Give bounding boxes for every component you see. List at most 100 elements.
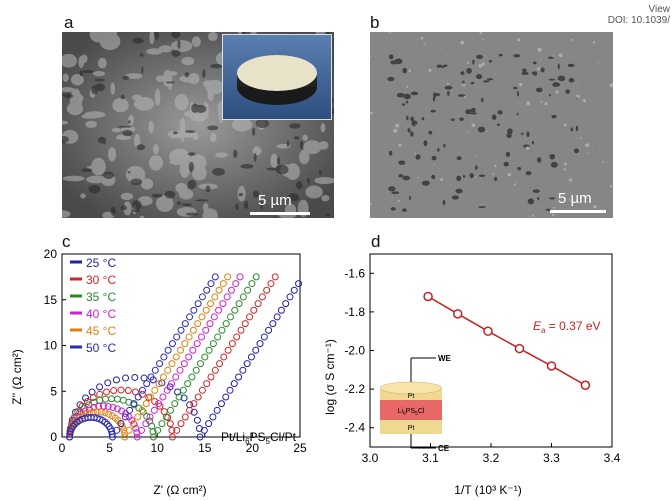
chart-c-ytick-label: 10: [44, 339, 58, 353]
chart-c-point: [205, 346, 213, 354]
chart-c-point: [190, 408, 198, 416]
chart-c-point: [155, 380, 163, 388]
view-text: View: [648, 4, 671, 15]
chart-c-point: [192, 366, 200, 374]
nyquist-chart: 0 5 10 15 20 25 0 5 10 15 20 25 °C 30 °C 35 °C 40 °C 4…: [10, 247, 307, 497]
chart-c-point: [202, 306, 210, 314]
chart-d-xtick-label: 3.0: [362, 451, 379, 465]
inset-layer-middle: Li6PS5Cl: [398, 408, 425, 417]
chart-c-point: [189, 346, 197, 354]
chart-c-point: [83, 398, 91, 406]
chart-c-point: [97, 408, 105, 416]
chart-d-ytick-label: -1.8: [344, 305, 365, 319]
chart-c-point: [265, 326, 273, 334]
chart-c-point: [217, 400, 225, 408]
inset-layer-bottom: Pt: [408, 425, 415, 432]
chart-c-point: [103, 420, 111, 428]
chart-c-point: [252, 273, 260, 281]
chart-c-point: [252, 346, 260, 354]
chart-c-point: [197, 360, 205, 368]
chart-d-ylabel: log (σ S cm⁻¹): [323, 339, 337, 415]
chart-c-point: [185, 353, 193, 361]
chart-c-point: [197, 333, 205, 341]
chart-c-point: [269, 320, 277, 328]
chart-d-ytick-label: -2.2: [344, 382, 365, 396]
chart-c-point: [101, 409, 109, 417]
chart-c-point: [215, 286, 223, 294]
chart-c-point: [194, 393, 202, 401]
chart-c-point: [209, 413, 217, 421]
chart-c-point: [193, 340, 201, 348]
inset-top-label: WE: [438, 354, 452, 363]
chart-c-point: [164, 346, 172, 354]
chart-c-point: [223, 293, 231, 301]
chart-c-point: [137, 426, 145, 434]
chart-c-point: [190, 306, 198, 314]
chart-c-point: [200, 426, 208, 434]
chart-c-point: [248, 280, 256, 288]
chart-d-point: [580, 380, 591, 390]
scale-bar-a: [250, 212, 310, 215]
chart-c-point: [104, 379, 112, 387]
chart-c-point: [198, 386, 206, 394]
chart-c-point: [110, 387, 118, 395]
chart-c-point: [167, 380, 175, 388]
chart-d-point: [514, 343, 525, 354]
chart-c-point: [96, 396, 104, 404]
chart-c-point: [149, 433, 157, 441]
chart-c-point: [128, 416, 136, 424]
chart-c-point: [220, 353, 228, 361]
panel-letter-c: c: [62, 232, 71, 251]
chart-c-ytick-label: 0: [50, 430, 57, 444]
chart-c-point: [71, 420, 79, 428]
chart-c-point: [105, 410, 113, 418]
chart-c-point: [168, 360, 176, 368]
chart-c-point: [131, 373, 139, 381]
chart-c-point: [172, 353, 180, 361]
chart-c-point: [175, 393, 183, 401]
chart-c-point: [154, 426, 162, 434]
chart-c-point: [219, 280, 227, 288]
chart-c-point: [120, 426, 128, 434]
chart-c-point: [203, 286, 211, 294]
chart-d-annotation: Ea = 0.37 eV: [533, 319, 601, 335]
chart-c-point: [207, 280, 215, 288]
chart-c-point: [164, 366, 172, 374]
sem-image-b: 5 µm: [370, 32, 613, 218]
chart-d-point: [423, 291, 433, 302]
chart-d-xlabel: 1/T (10³ K⁻¹): [454, 483, 521, 497]
chart-c-point: [205, 420, 213, 428]
chart-c-point: [194, 300, 202, 308]
chart-c-point: [247, 353, 255, 361]
chart-c-annotation: Pt/Li6PS5Cl/Pt: [221, 430, 297, 446]
chart-c-point: [237, 326, 245, 334]
chart-c-point: [82, 394, 90, 402]
chart-c-point: [271, 273, 279, 281]
scale-bar-b: [550, 210, 606, 213]
chart-c-point: [196, 433, 204, 441]
chart-c-point: [222, 393, 230, 401]
chart-c-point: [109, 403, 117, 411]
chart-c-point: [162, 413, 170, 421]
chart-d-ytick-label: -2.4: [344, 421, 365, 435]
chart-c-xtick-label: 10: [151, 441, 165, 455]
chart-d-point: [483, 326, 493, 336]
chart-c-point: [235, 300, 243, 308]
chart-c-point: [254, 300, 262, 308]
chart-c-point: [239, 366, 247, 374]
chart-c-point: [209, 340, 217, 348]
chart-c-xlabel: Z' (Ω cm²): [153, 483, 206, 497]
chart-c-point: [244, 286, 252, 294]
chart-c-point: [236, 273, 244, 281]
chart-c-point: [198, 293, 206, 301]
chart-c-point: [126, 406, 134, 414]
chart-c-point: [88, 388, 96, 396]
chart-c-legend-label: 30 °C: [86, 273, 116, 287]
chart-c-point: [171, 400, 179, 408]
chart-c-point: [134, 393, 142, 401]
pellet-photo-inset: [222, 34, 332, 120]
chart-d-fit-line: [427, 295, 586, 386]
chart-c-point: [181, 413, 189, 421]
chart-c-point: [125, 426, 133, 434]
chart-c-point: [211, 273, 219, 281]
